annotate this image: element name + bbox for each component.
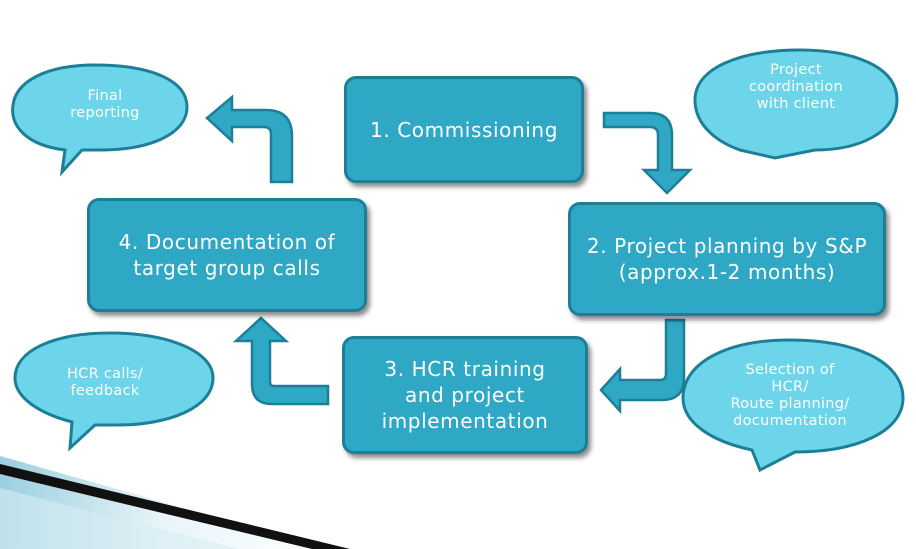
bubble-final-reporting-text: Final reporting xyxy=(30,88,180,122)
step-documentation-line1: 4. Documentation of xyxy=(118,230,336,254)
bubble-selection-line3: Route planning/ xyxy=(730,396,850,412)
bubble-selection-text: Selection of HCR/ Route planning/ docume… xyxy=(700,362,880,430)
bubble-hcr-calls-line2: feedback xyxy=(70,383,140,399)
bubble-hcr-calls-line1: HCR calls/ xyxy=(66,366,144,382)
bubble-project-coordination-text: Project coordination with client xyxy=(716,62,876,113)
arrow-documentation-to-reporting xyxy=(205,94,294,184)
arrow-planning-to-training xyxy=(599,318,686,415)
step-commissioning-label: 1. Commissioning xyxy=(370,117,558,142)
bubble-project-coordination-line1: Project xyxy=(770,62,822,78)
step-hcr-training: 3. HCR training and project implementati… xyxy=(342,336,588,454)
arrow-commissioning-to-planning xyxy=(602,111,694,195)
arrow-training-to-documentation xyxy=(232,316,330,406)
bubble-selection-line4: documentation xyxy=(733,413,847,429)
step-hcr-training-line1: 3. HCR training xyxy=(384,357,546,381)
step-documentation: 4. Documentation of target group calls xyxy=(87,198,367,312)
step-hcr-training-line3: implementation xyxy=(381,409,549,433)
step-project-planning-line2: (approx.1-2 months) xyxy=(618,260,836,284)
step-hcr-training-line2: and project xyxy=(405,383,525,407)
bubble-project-coordination-line2: coordination xyxy=(748,79,844,95)
bubble-final-reporting-line1: Final xyxy=(87,88,123,104)
bubble-hcr-calls-text: HCR calls/ feedback xyxy=(30,366,180,400)
decorative-ribbon xyxy=(0,456,350,549)
bubble-project-coordination xyxy=(693,48,899,160)
bubble-final-reporting-line2: reporting xyxy=(70,105,140,121)
bubble-project-coordination-line3: with client xyxy=(756,96,836,112)
step-project-planning: 2. Project planning by S&P (approx.1-2 m… xyxy=(568,202,886,316)
step-commissioning: 1. Commissioning xyxy=(344,76,584,183)
bubble-selection-line1: Selection of xyxy=(745,362,835,378)
step-documentation-line2: target group calls xyxy=(133,256,321,280)
bubble-hcr-calls xyxy=(13,331,215,452)
bubble-selection-line2: HCR/ xyxy=(771,379,809,395)
bubble-final-reporting xyxy=(11,63,189,177)
bubble-selection xyxy=(681,338,905,473)
step-project-planning-line1: 2. Project planning by S&P xyxy=(586,234,868,258)
